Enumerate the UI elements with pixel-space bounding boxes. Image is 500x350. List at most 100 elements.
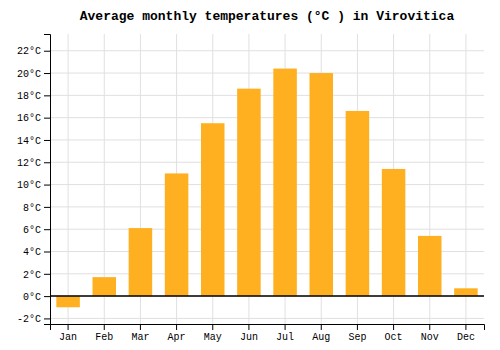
tick: May [204, 324, 222, 343]
tick-label: 16°C [17, 113, 41, 124]
bar [454, 288, 478, 296]
tick: 14°C [17, 136, 50, 147]
tick: Feb [95, 324, 113, 343]
tick-mark [44, 252, 50, 253]
tick-mark [176, 324, 177, 330]
tick-mark [44, 296, 50, 297]
tick-mark [104, 324, 105, 330]
bar [418, 236, 442, 296]
tick-label: Dec [457, 332, 475, 343]
tick: Oct [385, 324, 403, 343]
tick: Mar [131, 324, 149, 343]
y-axis: -2°C 0°C 2°C 4°C 6°C 8°C 10°C 12°C 14°C 16°C 18°C 2… [17, 35, 51, 326]
tick-label: Jul [276, 332, 294, 343]
tick: 20°C [17, 69, 50, 80]
bar [201, 123, 225, 296]
tick: 8°C [23, 203, 50, 214]
tick: Jan [59, 324, 77, 343]
tick: 18°C [17, 91, 50, 102]
tick-label: 14°C [17, 136, 41, 147]
grid-line [50, 117, 484, 118]
tick: 12°C [17, 158, 50, 169]
tick-mark [44, 318, 50, 319]
grid [50, 34, 484, 324]
grid-line [50, 318, 484, 319]
tick-mark [429, 324, 430, 330]
tick-mark [357, 324, 358, 330]
tick-mark [44, 73, 50, 74]
x-axis: Jan Feb Mar Apr May Jun Jul Aug Sep Oct Nov Dec [51, 324, 485, 343]
grid-line [465, 34, 466, 324]
tick-label: Aug [312, 332, 330, 343]
tick: Apr [168, 324, 186, 343]
tick: -2°C [17, 314, 50, 325]
grid-line [50, 296, 484, 297]
grid-line [50, 229, 484, 230]
tick-label: 12°C [17, 158, 41, 169]
tick-label: 0°C [23, 292, 41, 303]
tick-mark [321, 324, 322, 330]
tick-label: May [204, 332, 222, 343]
tick-label: Sep [348, 332, 366, 343]
bar [56, 296, 80, 307]
tick: 22°C [17, 46, 50, 57]
title: Average monthly temperatures (°C ) in Vi… [80, 9, 455, 24]
tick-label: Apr [168, 332, 186, 343]
tick-label: Feb [95, 332, 113, 343]
tick-label: 2°C [23, 270, 41, 281]
tick: Dec [457, 324, 475, 343]
bar [129, 228, 153, 296]
tick-mark [212, 324, 213, 330]
tick: 2°C [23, 270, 50, 281]
grid-line [50, 206, 484, 207]
tick-mark [44, 140, 50, 141]
bar [92, 277, 116, 296]
tick-mark [44, 229, 50, 230]
tick: Sep [348, 324, 366, 343]
axis-line [51, 325, 485, 331]
tick-mark [44, 95, 50, 96]
grid-line [68, 34, 69, 324]
tick-mark [44, 162, 50, 163]
tick: 10°C [17, 180, 50, 191]
tick: Aug [312, 324, 330, 343]
tick: 0°C [23, 292, 50, 303]
tick: 4°C [23, 247, 50, 258]
grid-line [50, 50, 484, 51]
tick-label: 8°C [23, 203, 41, 214]
tick-mark [44, 274, 50, 275]
bar [165, 173, 189, 296]
tick-label: 22°C [17, 46, 41, 57]
tick-label: 6°C [23, 225, 41, 236]
plot: -2°C 0°C 2°C 4°C 6°C 8°C 10°C 12°C 14°C 16°C 18°C 2… [17, 34, 485, 343]
tick-label: 10°C [17, 180, 41, 191]
grid-line [50, 73, 484, 74]
tick-mark [44, 207, 50, 208]
bar [346, 111, 370, 296]
bars [50, 69, 484, 308]
chart: -2°C 0°C 2°C 4°C 6°C 8°C 10°C 12°C 14°C 16°C 18°C 2… [0, 0, 500, 350]
tick-label: Nov [421, 332, 439, 343]
tick: Jul [276, 324, 294, 343]
tick-mark [68, 324, 69, 330]
tick: Jun [240, 324, 258, 343]
axis-line [44, 35, 51, 325]
tick-mark [140, 324, 141, 330]
tick-label: Oct [385, 332, 403, 343]
tick-mark [44, 118, 50, 119]
tick-label: Mar [131, 332, 149, 343]
tick: 16°C [17, 113, 50, 124]
bar [237, 89, 261, 296]
bar [382, 169, 406, 296]
tick-label: -2°C [17, 314, 41, 325]
tick: 6°C [23, 225, 50, 236]
tick-label: 20°C [17, 69, 41, 80]
grid-line [50, 139, 484, 140]
tick-mark [465, 324, 466, 330]
tick-label: 4°C [23, 247, 41, 258]
tick-label: Jun [240, 332, 258, 343]
baseline [50, 295, 484, 297]
tick: Nov [421, 324, 439, 343]
tick-mark [285, 324, 286, 330]
bar [273, 69, 297, 297]
